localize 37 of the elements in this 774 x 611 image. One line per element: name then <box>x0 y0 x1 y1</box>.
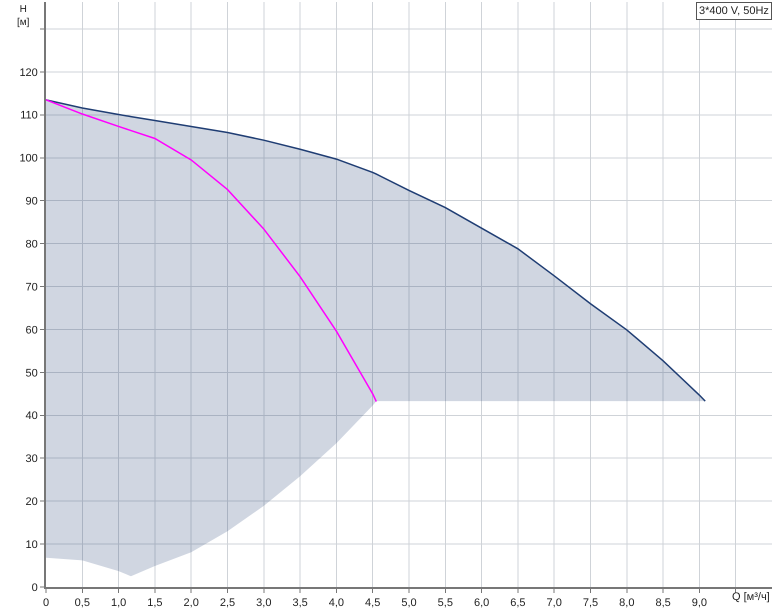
x-tick-label: 7,5 <box>582 597 598 610</box>
line-series <box>46 99 706 402</box>
x-tick-label: 4,0 <box>328 597 344 610</box>
x-tick-label: 1,0 <box>110 597 126 610</box>
y-tick-label: 100 <box>19 152 38 165</box>
annotation: 3*400 V, 50Hz <box>699 5 769 17</box>
x-tick-label: 5,0 <box>401 597 417 610</box>
y-tick-label: 50 <box>26 367 38 380</box>
x-tick-label: 4,5 <box>365 597 380 610</box>
x-tick-label: 9,0 <box>692 597 708 610</box>
y-tick-label: 30 <box>26 453 38 466</box>
y-axis-title: H [м] <box>17 4 30 28</box>
x-tick-label: 8,0 <box>619 597 634 610</box>
y-tick-label: 10 <box>26 538 38 551</box>
y-tick-label: 0 <box>32 582 38 594</box>
x-tick-label: 3,5 <box>292 597 308 610</box>
line-series <box>46 99 378 402</box>
x-tick-label: 6,5 <box>510 597 526 610</box>
x-tick-label: 6,0 <box>474 597 490 610</box>
y-tick-label: 70 <box>26 281 38 294</box>
y-tick-label: 80 <box>26 238 38 250</box>
x-axis-title: Q [м³/ч] <box>732 591 770 603</box>
y-tick-label: 120 <box>19 66 38 79</box>
x-tick-label: 2,5 <box>220 597 236 610</box>
y-tick-label: 90 <box>26 196 38 208</box>
y-tick-label: 40 <box>26 410 38 422</box>
x-tick-label: 8,5 <box>655 597 671 610</box>
x-tick-label: 0 <box>42 597 50 610</box>
x-tick-label: 0,5 <box>74 597 90 610</box>
x-tick-label: 1,5 <box>147 597 163 610</box>
x-tick-label: 2,0 <box>184 597 199 610</box>
x-tick-label: 3,0 <box>256 597 272 610</box>
y-tick-label: 60 <box>26 324 38 336</box>
y-tick-label: 110 <box>20 110 38 122</box>
y-tick-label: 20 <box>26 496 38 508</box>
x-tick-label: 5,5 <box>438 597 453 610</box>
x-tick-label: 7,0 <box>546 597 562 610</box>
